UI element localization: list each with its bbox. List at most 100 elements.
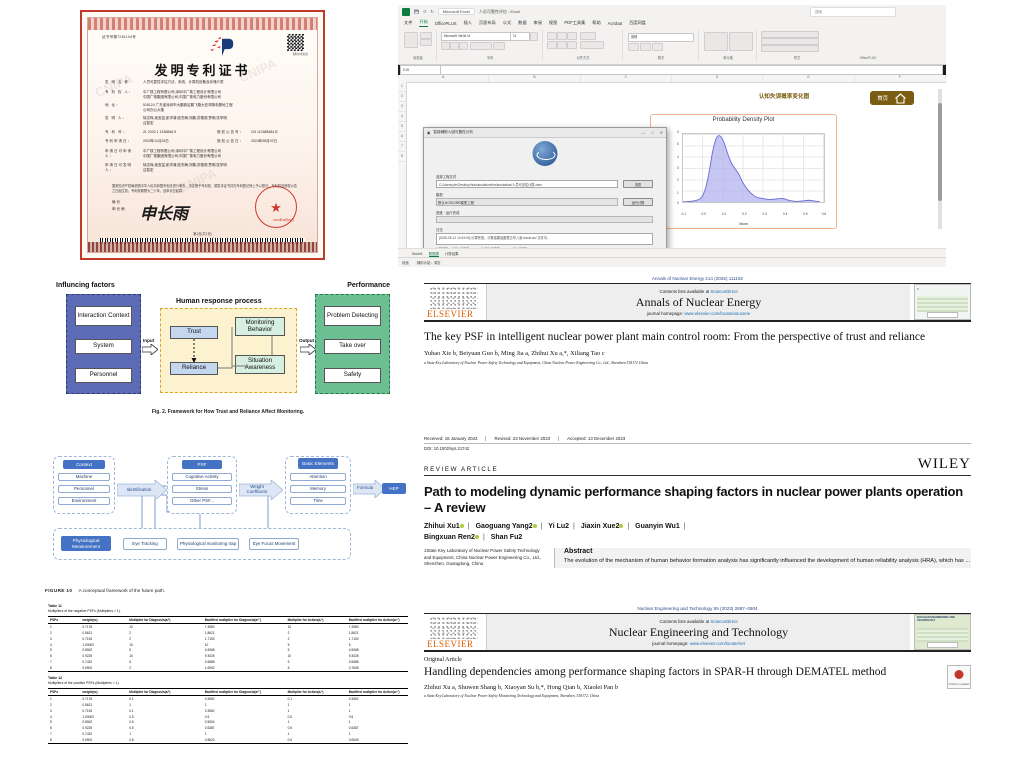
row-header-3[interactable]: 3 xyxy=(398,102,406,112)
excel-search-box[interactable]: 搜索 xyxy=(810,7,896,17)
cell-style-bad-icon[interactable] xyxy=(761,38,819,45)
scrollbar-thumb[interactable] xyxy=(938,103,942,201)
ribbon-tab-review[interactable]: 审阅 xyxy=(533,20,542,25)
sheet-tab-sheet1[interactable]: Sheet1 xyxy=(412,251,423,256)
borders-icon[interactable] xyxy=(470,42,492,50)
ribbon-group-cells[interactable]: 单元格 xyxy=(700,30,757,60)
hra-app-panel[interactable]: 认知失误概率变化图 首页 Probability Density Plot De… xyxy=(636,88,932,231)
sheet-tab-bar[interactable]: Sheet1 数据源 计算结果 xyxy=(398,248,946,258)
paste-icon[interactable] xyxy=(404,32,418,48)
underline-icon[interactable] xyxy=(459,42,468,50)
column-header-f[interactable]: F xyxy=(855,75,946,82)
column-header-e[interactable]: E xyxy=(763,75,855,82)
quick-access-save-icon[interactable]: 💾 xyxy=(414,9,419,14)
excel-ribbon[interactable]: 剪贴板 Microsoft YaHei UI 11 字体 对齐方式 常规 xyxy=(398,28,946,65)
align-left-icon[interactable] xyxy=(547,41,557,49)
increase-font-icon[interactable] xyxy=(530,32,538,41)
cell-style-normal-icon[interactable] xyxy=(761,31,819,38)
conditional-format-icon[interactable] xyxy=(704,32,728,51)
format-table-icon[interactable] xyxy=(729,32,753,51)
paper2-doi[interactable]: DOI: 10.1002/sys.21742 xyxy=(424,446,470,451)
align-middle-icon[interactable] xyxy=(557,32,567,40)
fill-color-icon[interactable] xyxy=(493,42,505,50)
home-button[interactable]: 首页 xyxy=(870,91,914,105)
column-header-c[interactable]: C xyxy=(581,75,672,82)
cut-icon[interactable] xyxy=(420,32,432,39)
excel-application-window[interactable]: 💾 ↺ ↻ Microsoft Excel 人员可靠性评估 - Excel 搜索… xyxy=(398,5,946,267)
sheet-tab-datasource[interactable]: 数据源 xyxy=(428,251,439,257)
italic-icon[interactable] xyxy=(450,42,459,50)
dialog-title-bar[interactable]: ▣ 智能辅助人因可靠性分析 — □ ✕ xyxy=(424,128,666,138)
ribbon-tab-pagelayout[interactable]: 页面布局 xyxy=(478,20,496,25)
crossmark-badge[interactable]: Check for updates xyxy=(947,665,971,689)
sheet-tab-results[interactable]: 计算结果 xyxy=(444,252,459,256)
ribbon-tab-baidunetdisk[interactable]: 百度网盘 xyxy=(629,20,646,25)
orcid-icon[interactable] xyxy=(474,534,479,539)
model-value-box[interactable] xyxy=(436,198,618,206)
ribbon-group-styles[interactable]: 样式 xyxy=(758,30,836,60)
column-header-b[interactable]: B xyxy=(489,75,581,82)
percent-icon[interactable] xyxy=(640,43,651,51)
row-header-5[interactable]: 5 xyxy=(398,122,406,132)
run-calculation-button[interactable]: 运行计算 xyxy=(623,198,653,206)
currency-icon[interactable] xyxy=(628,43,639,51)
dialog-maximize-button[interactable]: □ xyxy=(651,130,654,135)
ribbon-group-alignment[interactable]: 对齐方式 xyxy=(544,30,623,60)
undo-icon[interactable]: ↺ xyxy=(422,9,427,14)
row-header-2[interactable]: 2 xyxy=(398,92,406,102)
sciencedirect-link[interactable]: ScienceDirect xyxy=(710,288,738,294)
formula-bar[interactable] xyxy=(440,65,943,75)
column-header-d[interactable]: D xyxy=(672,75,764,82)
ribbon-tab-data[interactable]: 数据 xyxy=(518,20,527,25)
ribbon-tab-officeplus[interactable]: OfficePLUS xyxy=(434,20,457,26)
row-header-6[interactable]: 6 xyxy=(398,132,406,142)
ribbon-group-font[interactable]: Microsoft YaHei UI 11 字体 xyxy=(438,30,543,60)
ribbon-group-clipboard[interactable]: 剪贴板 xyxy=(400,30,437,60)
paper1-homepage-link[interactable]: www.elsevier.com/locate/anucene xyxy=(684,310,751,316)
orcid-icon[interactable] xyxy=(619,523,624,528)
ribbon-tab-pdftools[interactable]: PDF工具集 xyxy=(564,20,586,25)
dialog-minimize-button[interactable]: — xyxy=(641,130,646,135)
wrap-text-icon[interactable] xyxy=(580,32,596,40)
paper3-homepage-link[interactable]: www.elsevier.com/locate/net xyxy=(689,640,745,646)
vertical-scrollbar[interactable] xyxy=(938,89,942,229)
align-top-icon[interactable] xyxy=(547,32,557,40)
column-headers[interactable]: A B C D E F xyxy=(398,75,946,83)
row-header-7[interactable]: 7 xyxy=(398,142,406,152)
name-box[interactable]: K15 xyxy=(400,65,442,75)
ribbon-tab-view[interactable]: 视图 xyxy=(548,20,558,25)
column-header-a[interactable]: A xyxy=(398,75,490,82)
row-header-4[interactable]: 4 xyxy=(398,112,406,122)
bold-icon[interactable] xyxy=(441,42,450,50)
browse-button[interactable]: 浏览 xyxy=(623,180,653,188)
font-size-combo[interactable]: 11 xyxy=(510,32,530,41)
sciencedirect-link[interactable]: ScienceDirect xyxy=(710,618,738,624)
copy-icon[interactable] xyxy=(420,39,432,46)
comma-icon[interactable] xyxy=(652,43,663,51)
row-headers[interactable]: 1 2 3 4 5 6 7 8 xyxy=(398,82,407,249)
font-name-combo[interactable]: Microsoft YaHei UI xyxy=(441,32,511,41)
ribbon-group-number[interactable]: 常规 数字 xyxy=(624,30,699,60)
dialog-close-button[interactable]: ✕ xyxy=(659,130,663,135)
ribbon-tab-file[interactable]: 文件 xyxy=(404,20,413,25)
ribbon-tab-help[interactable]: 帮助 xyxy=(592,20,601,25)
ribbon-group-officeplus[interactable]: OfficePLUS xyxy=(838,30,898,60)
align-right-icon[interactable] xyxy=(567,41,577,49)
hra-dialog[interactable]: ▣ 智能辅助人因可靠性分析 — □ ✕ 选择工程文件 C:/Users/yxh/… xyxy=(423,127,667,267)
file-path-input[interactable]: C:/Users/yxh/Desktop/hra/simulation/hra/… xyxy=(436,180,618,188)
row-header-8[interactable]: 8 xyxy=(398,152,406,162)
ribbon-tab-insert[interactable]: 插入 xyxy=(463,20,472,25)
merge-cells-icon[interactable] xyxy=(580,41,604,49)
row-header-1[interactable]: 1 xyxy=(398,82,406,92)
align-center-icon[interactable] xyxy=(557,41,567,49)
cell-style-good-icon[interactable] xyxy=(761,45,819,52)
orcid-icon[interactable] xyxy=(532,523,537,528)
number-format-combo[interactable]: 常规 xyxy=(628,33,694,42)
align-bottom-icon[interactable] xyxy=(567,32,577,40)
log-textarea[interactable]: [2025-05-12 10:43:04] 计算完成。计算结果及图表已写入到 r… xyxy=(436,233,653,245)
redo-icon[interactable]: ↻ xyxy=(430,9,434,14)
orcid-icon[interactable] xyxy=(459,523,464,528)
ribbon-tab-formulas[interactable]: 公式 xyxy=(502,20,512,25)
ribbon-tab-acrobat[interactable]: Acrobat xyxy=(607,20,623,26)
ribbon-tab-home[interactable]: 开始 xyxy=(419,19,428,27)
